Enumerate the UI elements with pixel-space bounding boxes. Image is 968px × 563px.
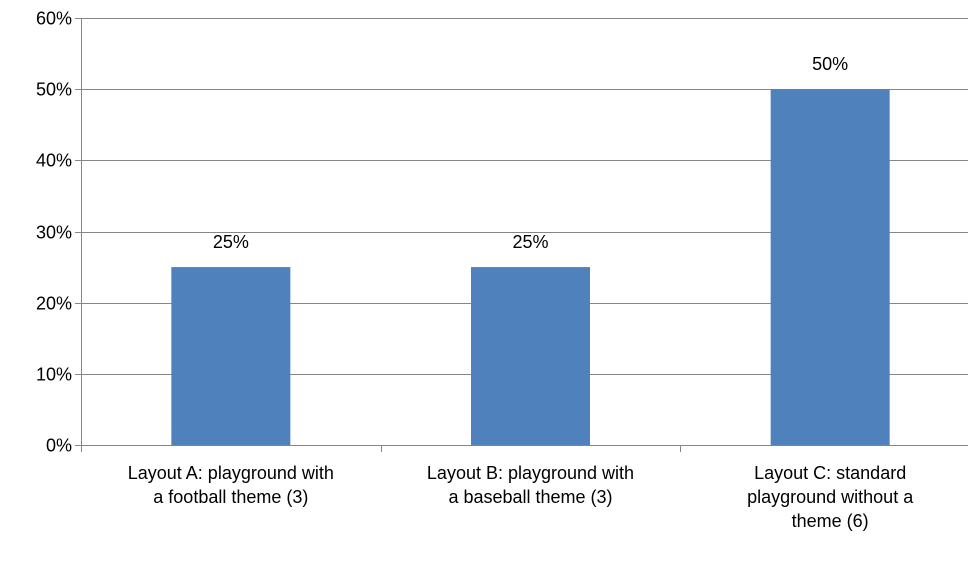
labels: 0% 10% 20% 30% 40% 50% 60% 25% 25% 50% Layout A: p…	[36, 9, 914, 532]
bar	[770, 89, 890, 446]
axes	[75, 18, 968, 452]
data-label: 50%	[812, 54, 848, 74]
bars	[171, 89, 890, 446]
y-tick-label: 10%	[36, 365, 72, 385]
data-label: 25%	[213, 232, 249, 252]
data-label: 25%	[512, 232, 548, 252]
bar	[471, 267, 590, 445]
y-tick-label: 20%	[36, 294, 72, 314]
y-tick-label: 30%	[36, 223, 72, 243]
x-category-label: Layout A: playground with a football them…	[128, 463, 334, 507]
y-tick-label: 60%	[36, 9, 72, 29]
y-tick-label: 50%	[36, 80, 72, 100]
bar	[171, 267, 291, 445]
x-category-label: Layout B: playground with a baseball them…	[427, 463, 634, 507]
y-tick-label: 0%	[46, 436, 72, 456]
x-category-label: Layout C: standard playground without a th…	[747, 463, 914, 531]
y-tick-label: 40%	[36, 151, 72, 171]
